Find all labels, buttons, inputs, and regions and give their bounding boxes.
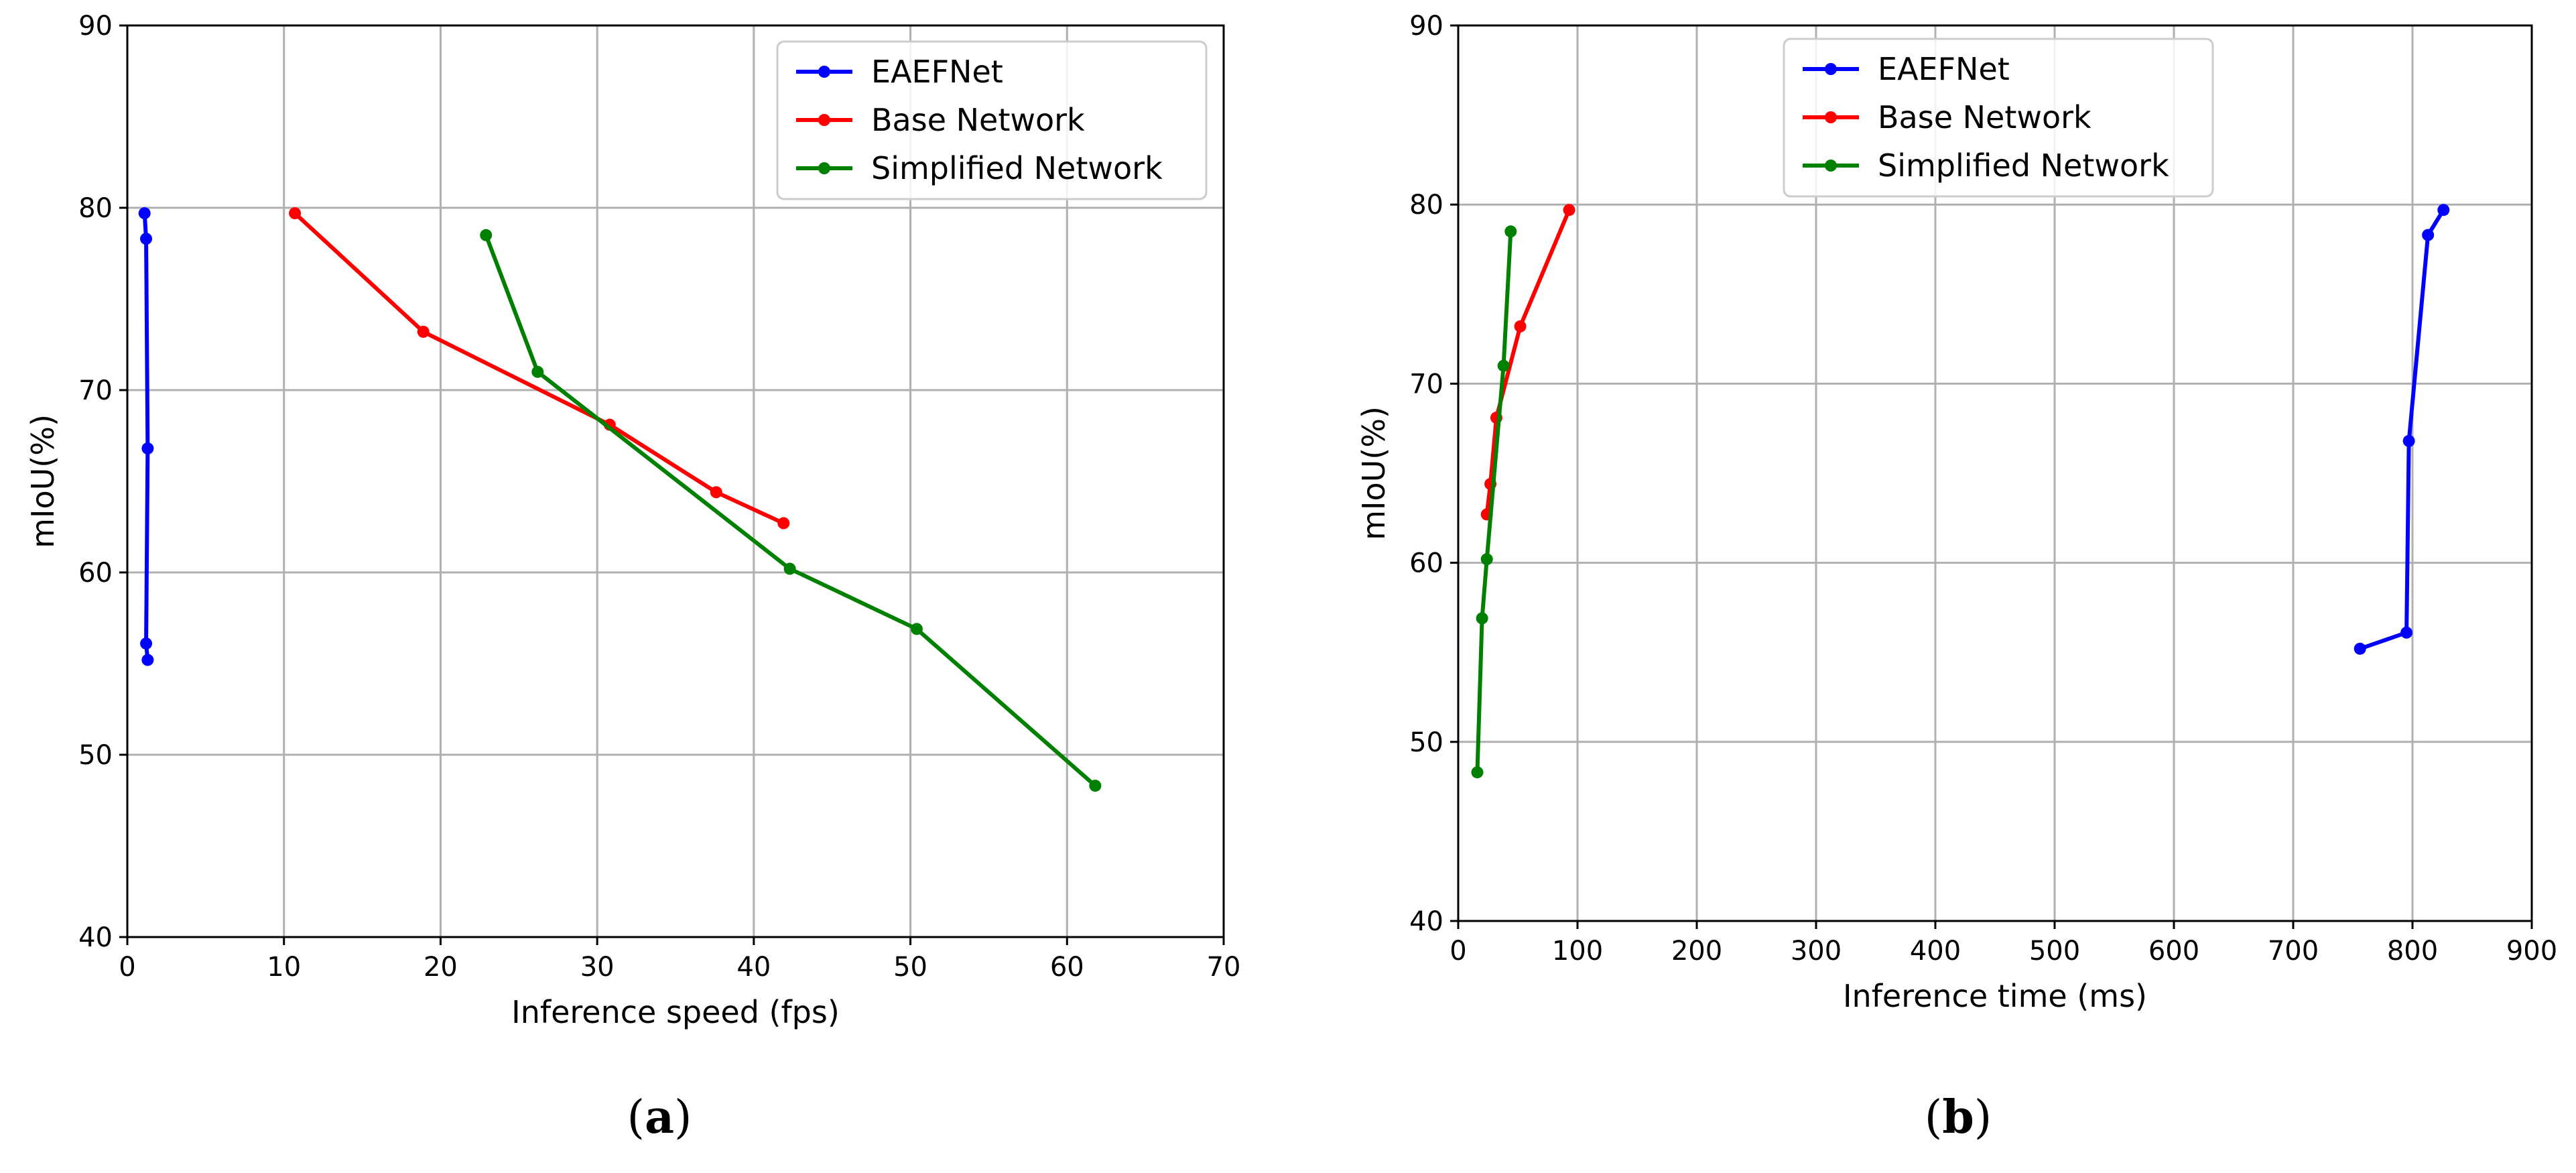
legend-label: EAEFNet bbox=[1878, 51, 2010, 87]
x-tick-label: 60 bbox=[1050, 952, 1084, 983]
data-point bbox=[2402, 434, 2415, 447]
legend: EAEFNet Base Network Simplified Network bbox=[776, 40, 1208, 200]
x-tick-label: 50 bbox=[893, 952, 927, 983]
panel-caption: (a) bbox=[627, 1091, 692, 1144]
data-point bbox=[417, 325, 430, 338]
legend-marker bbox=[818, 66, 830, 78]
x-axis-label: Inference speed (fps) bbox=[511, 994, 840, 1030]
plot-frame bbox=[1457, 24, 2533, 922]
data-point bbox=[141, 442, 154, 455]
x-tick-label: 600 bbox=[2148, 936, 2199, 967]
data-point bbox=[2354, 642, 2366, 655]
data-point bbox=[777, 517, 790, 530]
x-tick-label: 70 bbox=[1207, 952, 1241, 983]
y-tick-label: 60 bbox=[78, 558, 113, 589]
y-tick-label: 60 bbox=[1409, 548, 1443, 579]
data-point bbox=[1497, 359, 1510, 372]
data-point bbox=[141, 654, 154, 666]
legend-marker bbox=[818, 114, 830, 126]
legend-label: Base Network bbox=[871, 102, 1085, 138]
x-tick-label: 20 bbox=[424, 952, 458, 983]
y-axis-label: mIoU(%) bbox=[25, 414, 61, 548]
chart-panel-a: 0 10 20 30 40 50 60 70 40 50 60 70 80 90 Inference spe… bbox=[25, 11, 1240, 1144]
x-tick-label: 10 bbox=[267, 952, 301, 983]
panel-caption-label: b bbox=[1942, 1091, 1974, 1144]
panel-caption: (b) bbox=[1925, 1091, 1992, 1144]
y-tick-label: 80 bbox=[78, 193, 113, 224]
x-tick-label: 900 bbox=[2506, 936, 2557, 967]
y-tick-label: 40 bbox=[78, 922, 113, 953]
data-point bbox=[783, 562, 796, 575]
y-tick-label: 40 bbox=[1409, 906, 1443, 937]
y-tick-label: 90 bbox=[78, 11, 113, 42]
series-line-simplified-network bbox=[484, 233, 1098, 788]
plot-frame bbox=[126, 24, 1225, 938]
data-point bbox=[1476, 612, 1488, 625]
y-tick-label: 70 bbox=[78, 375, 113, 406]
data-point bbox=[710, 486, 722, 499]
data-point bbox=[910, 623, 923, 635]
series-line-eaefnet bbox=[142, 211, 150, 662]
legend-label: Simplified Network bbox=[871, 150, 1163, 186]
x-tick-label: 0 bbox=[119, 952, 135, 983]
data-point bbox=[1504, 225, 1517, 238]
x-tick-label: 40 bbox=[736, 952, 771, 983]
x-tick-label: 700 bbox=[2268, 936, 2319, 967]
data-point bbox=[2437, 204, 2450, 217]
data-point bbox=[140, 233, 153, 245]
data-point bbox=[140, 637, 153, 650]
legend-marker bbox=[818, 162, 830, 174]
x-axis-label: Inference time (ms) bbox=[1843, 978, 2147, 1014]
legend-marker bbox=[1825, 111, 1837, 123]
series-line-eaefnet bbox=[2358, 208, 2446, 651]
y-tick-label: 50 bbox=[78, 740, 113, 771]
data-point bbox=[531, 365, 544, 378]
y-tick-label: 80 bbox=[1409, 190, 1443, 221]
data-point bbox=[1514, 320, 1527, 332]
y-tick-label: 90 bbox=[1409, 11, 1443, 42]
chart-panel-b: 0 100 200 300 400 500 600 700 800 900 40 50 60 70 80 90… bbox=[1356, 11, 2557, 1144]
x-tick-label: 0 bbox=[1450, 936, 1466, 967]
x-tick-label: 800 bbox=[2387, 936, 2438, 967]
x-tick-label: 500 bbox=[2029, 936, 2080, 967]
x-tick-label: 400 bbox=[1910, 936, 1961, 967]
data-point bbox=[138, 207, 151, 220]
data-point bbox=[2422, 229, 2435, 241]
legend-label: EAEFNet bbox=[871, 54, 1003, 90]
legend-marker bbox=[1825, 63, 1837, 75]
y-tick-label: 50 bbox=[1409, 727, 1443, 758]
y-tick-label: 70 bbox=[1409, 369, 1443, 399]
data-point bbox=[1471, 766, 1484, 779]
legend-marker bbox=[1825, 160, 1837, 172]
panel-caption-label: a bbox=[645, 1091, 674, 1144]
data-point bbox=[1089, 780, 1102, 792]
y-axis-label: mIoU(%) bbox=[1356, 406, 1392, 540]
data-point bbox=[1480, 553, 1493, 566]
data-point bbox=[289, 207, 302, 220]
data-point bbox=[2400, 626, 2413, 639]
legend-label: Simplified Network bbox=[1878, 147, 2169, 184]
x-tick-label: 30 bbox=[580, 952, 615, 983]
legend-box bbox=[776, 40, 1208, 200]
legend-box bbox=[1783, 38, 2214, 198]
legend: EAEFNet Base Network Simplified Network bbox=[1783, 38, 2214, 198]
x-tick-label: 100 bbox=[1552, 936, 1603, 967]
data-point bbox=[1563, 204, 1575, 217]
series-line-simplified-network bbox=[1475, 229, 1513, 775]
data-point bbox=[480, 229, 493, 241]
x-tick-label: 300 bbox=[1791, 936, 1842, 967]
x-tick-label: 200 bbox=[1671, 936, 1722, 967]
legend-label: Base Network bbox=[1878, 99, 2091, 135]
